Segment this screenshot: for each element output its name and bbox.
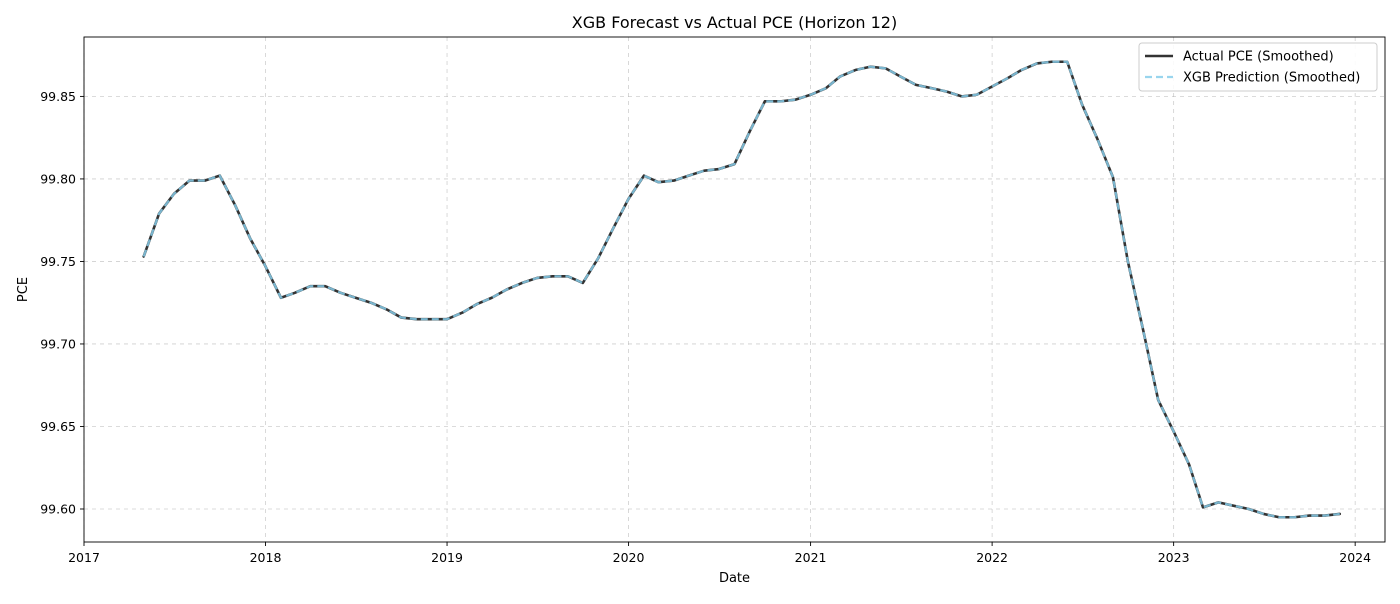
grid bbox=[83, 37, 1385, 542]
series-lines bbox=[142, 60, 1342, 519]
x-tick-label: 2022 bbox=[976, 550, 1008, 565]
legend-box bbox=[1138, 42, 1378, 92]
y-tick-label: 99.70 bbox=[40, 336, 76, 351]
legend: Actual PCE (Smoothed) XGB Prediction (Sm… bbox=[1138, 42, 1378, 92]
x-tick-label: 2018 bbox=[250, 550, 282, 565]
x-tick-label: 2024 bbox=[1339, 550, 1371, 565]
x-tick-label: 2017 bbox=[68, 550, 100, 565]
x-tick-label: 2019 bbox=[431, 550, 463, 565]
plot-frame bbox=[83, 36, 1386, 543]
x-tick-label: 2023 bbox=[1158, 550, 1190, 565]
y-tick-label: 99.80 bbox=[40, 171, 76, 186]
legend-label-actual: Actual PCE (Smoothed) bbox=[1183, 50, 1334, 65]
y-tick-label: 99.75 bbox=[40, 254, 76, 269]
x-axis: 2017 2018 2019 2020 2021 2022 2023 2024 bbox=[68, 542, 1371, 565]
x-tick-label: 2021 bbox=[795, 550, 827, 565]
y-tick-label: 99.85 bbox=[40, 89, 76, 104]
series-line-actual bbox=[142, 60, 1342, 519]
y-tick-label: 99.60 bbox=[40, 501, 76, 516]
x-axis-title: Date bbox=[719, 571, 750, 586]
y-axis: 99.60 99.65 99.70 99.75 99.80 99.85 bbox=[40, 89, 84, 516]
series-line-prediction bbox=[142, 60, 1340, 519]
y-tick-label: 99.65 bbox=[40, 419, 76, 434]
chart-title: XGB Forecast vs Actual PCE (Horizon 12) bbox=[572, 13, 897, 32]
legend-label-prediction: XGB Prediction (Smoothed) bbox=[1183, 71, 1360, 86]
y-axis-title: PCE bbox=[16, 277, 31, 302]
x-tick-label: 2020 bbox=[613, 550, 645, 565]
